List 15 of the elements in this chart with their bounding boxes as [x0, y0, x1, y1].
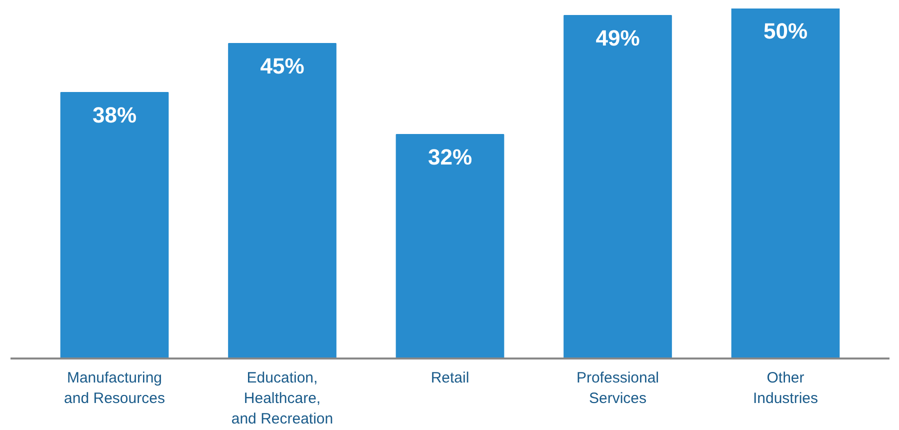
data-label: 45%: [260, 54, 304, 78]
x-tick-label: Retail: [430, 370, 470, 386]
x-tick-label: Education, Healthcare, and Recreation: [231, 370, 334, 428]
data-label: 50%: [763, 18, 808, 44]
bar: [564, 15, 672, 358]
x-tick-label: Other Industries: [752, 370, 818, 407]
x-tick-label: Manufacturing and Resources: [64, 370, 165, 407]
data-label: 49%: [596, 26, 640, 50]
data-label: 32%: [428, 144, 472, 170]
bar: [731, 8, 840, 358]
bar: [228, 43, 336, 358]
data-label: 38%: [92, 102, 137, 128]
bar: [396, 134, 504, 358]
bar: [60, 92, 169, 358]
x-tick-label: Professional Services: [576, 370, 660, 407]
